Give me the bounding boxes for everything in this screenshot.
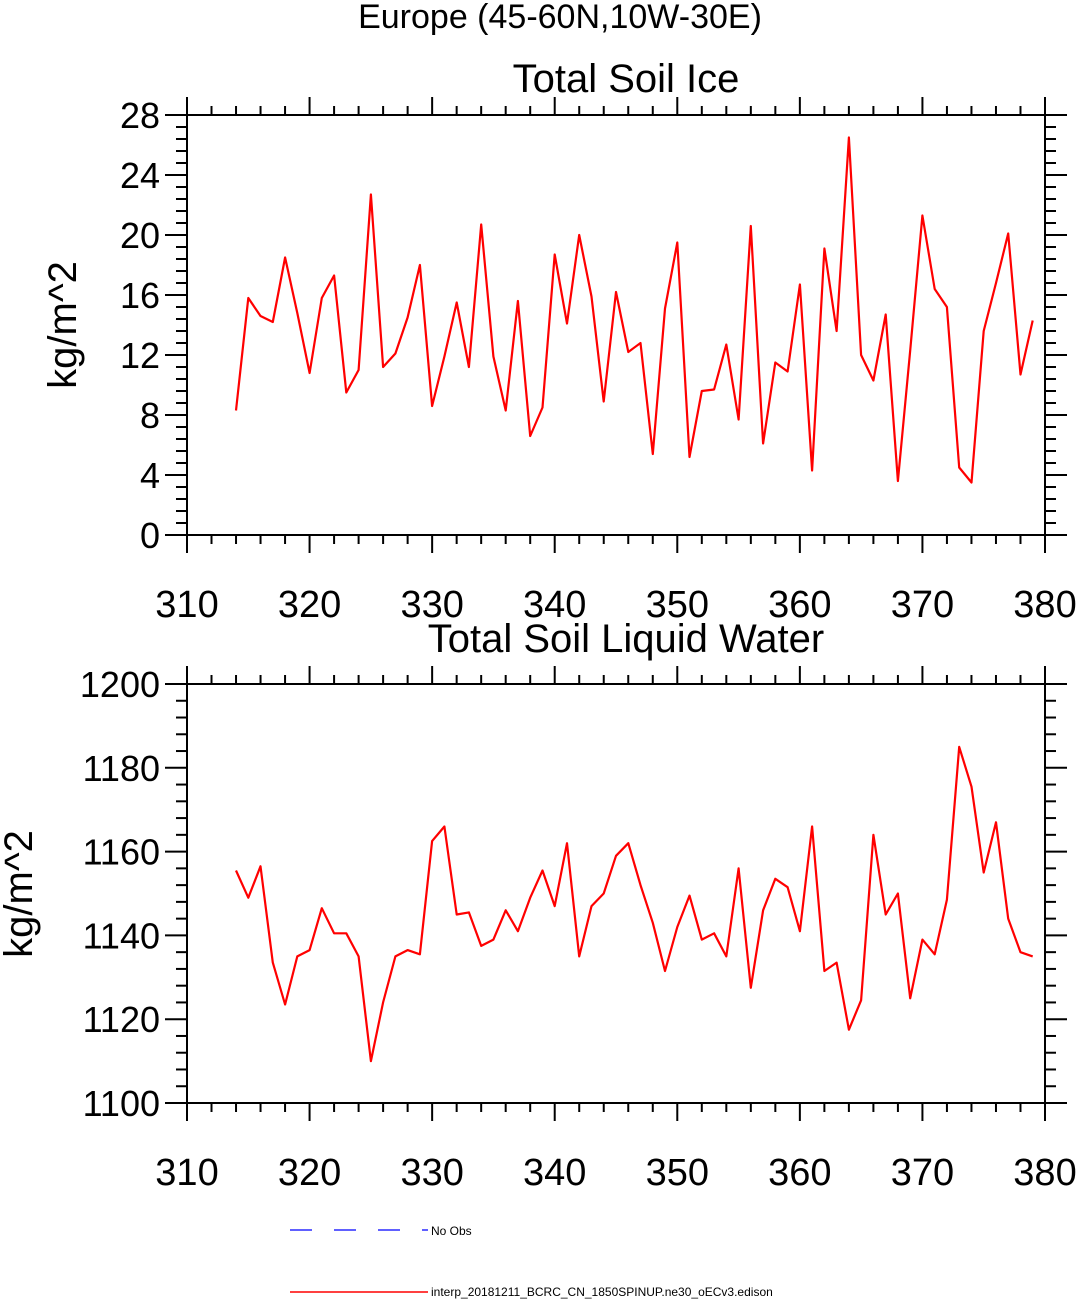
legend-label: interp_20181211_BCRC_CN_1850SPINUP.ne30_… — [431, 1285, 773, 1299]
y-tick-label: 1200 — [80, 664, 160, 705]
plot-frame — [186, 114, 1046, 536]
series-line — [234, 745, 1034, 1063]
x-tick-label: 310 — [155, 1152, 218, 1194]
y-axis-label: kg/m^2 — [41, 261, 85, 389]
legend-label: No Obs — [431, 1224, 472, 1238]
y-tick-label: 28 — [120, 95, 160, 136]
series-line — [234, 136, 1034, 484]
y-tick-label: 20 — [120, 215, 160, 256]
x-tick-label: 360 — [768, 584, 831, 626]
x-tick-label: 370 — [891, 1152, 954, 1194]
x-tick-label: 330 — [400, 1152, 463, 1194]
y-tick-label: 1120 — [83, 999, 160, 1040]
x-tick-label: 320 — [278, 1152, 341, 1194]
x-tick-label: 310 — [155, 584, 218, 626]
y-tick-label: 1100 — [83, 1083, 160, 1124]
y-tick-label: 1180 — [83, 748, 160, 789]
y-tick-label: 4 — [140, 455, 160, 496]
x-tick-label: 320 — [278, 584, 341, 626]
y-tick-label: 0 — [140, 515, 160, 556]
y-tick-label: 8 — [140, 395, 160, 436]
y-tick-label: 24 — [120, 155, 160, 196]
panel-soil-liquid-water: Total Soil Liquid Water kg/m^2 310 320 330… — [0, 617, 1077, 1194]
panel-title: Total Soil Liquid Water — [428, 617, 824, 661]
plot-frame — [186, 683, 1046, 1104]
x-tick-label: 360 — [768, 1152, 831, 1194]
x-tick-label: 340 — [523, 584, 586, 626]
x-tick-label: 340 — [523, 1152, 586, 1194]
y-tick-label: 1140 — [83, 915, 160, 956]
x-tick-label: 350 — [646, 1152, 709, 1194]
x-tick-label: 330 — [400, 584, 463, 626]
y-tick-label: 16 — [120, 275, 160, 316]
x-tick-label: 350 — [646, 584, 709, 626]
panel-title: Total Soil Ice — [513, 57, 740, 101]
x-tick-label: 380 — [1013, 584, 1076, 626]
legend-entry-model: interp_20181211_BCRC_CN_1850SPINUP.ne30_… — [290, 1285, 773, 1299]
x-tick-label: 380 — [1013, 1152, 1076, 1194]
figure-title: Europe (45-60N,10W-30E) — [358, 0, 762, 36]
y-tick-label: 1160 — [83, 832, 160, 873]
panel-soil-ice: Total Soil Ice kg/m^2 310 320 330 340 350 360… — [41, 57, 1077, 626]
y-tick-label: 12 — [120, 335, 160, 376]
legend-entry-no-obs: No Obs — [290, 1224, 472, 1238]
x-tick-label: 370 — [891, 584, 954, 626]
y-axis-label: kg/m^2 — [0, 830, 41, 958]
legend: No Obs interp_20181211_BCRC_CN_1850SPINU… — [290, 1224, 773, 1299]
